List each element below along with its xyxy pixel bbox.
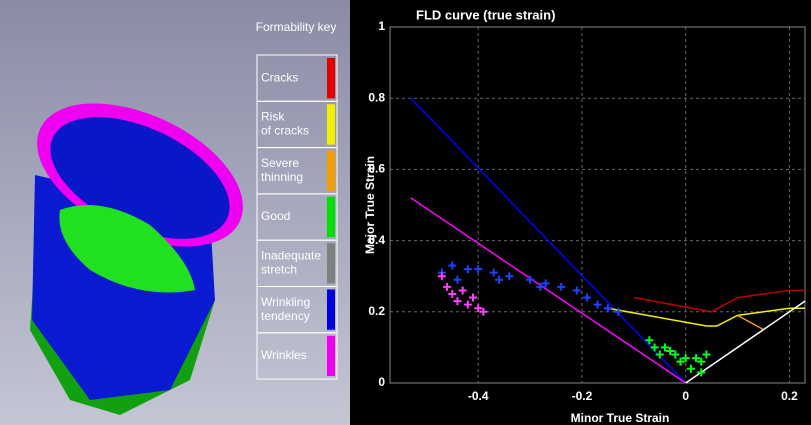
x-tick-label: 0.2 [781,389,798,403]
key-label: Cracks [261,70,298,84]
key-label: stretch [261,263,297,277]
screen: Formability key Cracks Riskof cracks Severe… [0,0,811,425]
key-label: Risk [261,110,285,124]
x-axis-label: Minor True Strain [571,411,670,425]
key-swatch [327,58,335,98]
y-tick-label: 1 [378,19,385,33]
key-swatch [327,336,335,376]
key-swatch [327,104,335,144]
y-tick-label: 0.8 [368,90,385,104]
chart-background [350,0,811,425]
key-title: Formability key [256,20,337,34]
y-axis-label: Major True Strain [363,156,377,254]
key-swatch [327,243,335,283]
key-label: Inadequate [261,249,321,263]
page: Formability key Cracks Riskof cracks Severe… [0,0,811,425]
key-label: Good [261,209,290,223]
key-swatch [327,290,335,330]
key-swatch [327,197,335,237]
key-label: thinning [261,170,303,184]
key-swatch [327,151,335,191]
x-tick-label: -0.4 [468,389,489,403]
x-tick-label: 0 [682,389,689,403]
chart-title: FLD curve (true strain) [416,7,555,22]
key-label: of cracks [261,124,309,138]
y-tick-label: 0.2 [368,304,385,318]
key-label: Severe [261,156,299,170]
key-label: tendency [261,309,310,323]
x-tick-label: -0.2 [572,389,593,403]
key-label: Wrinkling [261,295,310,309]
y-tick-label: 0 [378,375,385,389]
key-label: Wrinkles [261,348,307,362]
